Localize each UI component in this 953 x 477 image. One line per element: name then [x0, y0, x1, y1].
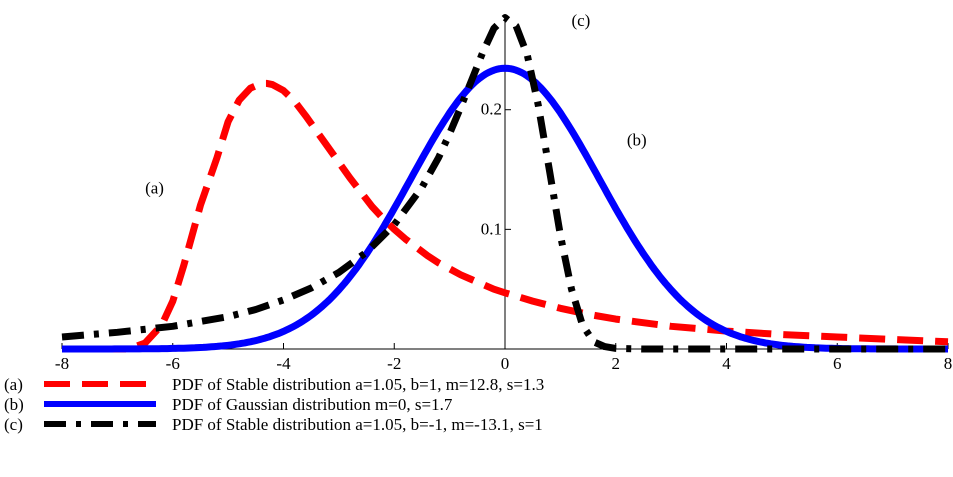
- legend-text: PDF of Stable distribution a=1.05, b=1, …: [172, 375, 544, 394]
- legend-item-a: (a) PDF of Stable distribution a=1.05, b=…: [4, 375, 544, 394]
- x-tick-label: 0: [501, 354, 510, 373]
- curve-annotation-1: (b): [627, 131, 647, 150]
- x-tick-label: 4: [722, 354, 731, 373]
- y-tick-label: 0.1: [481, 219, 502, 238]
- x-tick-label: 2: [612, 354, 621, 373]
- series-c-line: [61, 14, 948, 353]
- legend-text: PDF of Gaussian distribution m=0, s=1.7: [172, 395, 453, 414]
- legend-label: (a): [4, 375, 23, 394]
- y-tick-label: 0.2: [481, 100, 502, 119]
- legend-item-b: (b) PDF of Gaussian distribution m=0, s=1…: [4, 395, 453, 414]
- x-tick-label: -8: [55, 354, 69, 373]
- legend-text: PDF of Stable distribution a=1.05, b=-1,…: [172, 415, 543, 434]
- legend-item-c: (c) PDF of Stable distribution a=1.05, b=…: [4, 415, 543, 434]
- curve-annotation-2: (c): [571, 11, 590, 30]
- series-layer: [61, 14, 949, 353]
- x-tick-label: -4: [276, 354, 291, 373]
- x-tick-label: -2: [387, 354, 401, 373]
- legend-label: (b): [4, 395, 24, 414]
- annotations: (a) (b) (c): [145, 11, 647, 197]
- x-tick-label: 6: [833, 354, 842, 373]
- x-tick-label: 8: [944, 354, 953, 373]
- x-tick-label: -6: [166, 354, 180, 373]
- curve-annotation-0: (a): [145, 178, 164, 197]
- legend: (a) PDF of Stable distribution a=1.05, b=…: [4, 375, 544, 434]
- legend-label: (c): [4, 415, 23, 434]
